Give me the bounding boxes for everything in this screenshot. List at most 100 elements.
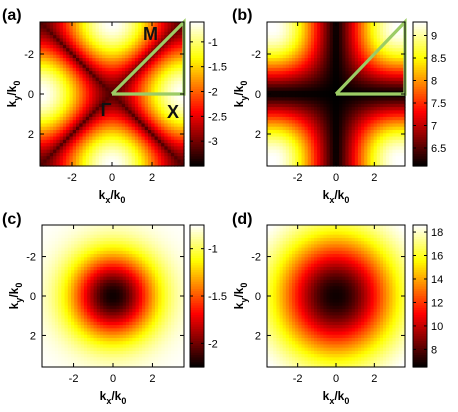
heatmap-cell — [106, 247, 111, 252]
heatmap-cell — [61, 254, 66, 258]
heatmap-cell — [320, 116, 325, 121]
heatmap-cell — [106, 321, 111, 326]
heatmap-cell — [118, 143, 123, 147]
colorbar-tick-label: -1 — [208, 37, 218, 49]
heatmap-cell — [72, 28, 77, 33]
heatmap-cell — [345, 97, 350, 102]
heatmap-cell — [131, 100, 136, 105]
heatmap-cell — [144, 149, 149, 154]
heatmap-cell — [307, 143, 312, 147]
heatmap-cell — [90, 231, 95, 236]
heatmap-cell — [329, 84, 334, 89]
heatmap-cell — [79, 123, 84, 128]
heatmap-cell — [40, 110, 44, 115]
heatmap-cell — [317, 90, 321, 95]
heatmap-cell — [144, 77, 149, 82]
heatmap-cell — [89, 103, 93, 108]
heatmap-cell — [345, 71, 350, 75]
heatmap-cell — [342, 64, 347, 69]
heatmap-cell — [301, 31, 306, 36]
heatmap-cell — [379, 58, 384, 62]
heatmap-cell — [339, 22, 343, 26]
heatmap-cell — [270, 107, 274, 111]
heatmap-cell — [170, 156, 175, 161]
heatmap-cell — [103, 344, 108, 349]
heatmap-cell — [61, 225, 66, 229]
heatmap-cell — [151, 61, 156, 66]
heatmap-cell — [79, 67, 84, 72]
colorbar-step — [190, 53, 204, 57]
heatmap-cell — [76, 162, 80, 167]
heatmap-cell — [398, 54, 403, 59]
heatmap-cell — [386, 133, 390, 138]
heatmap-cell — [85, 54, 90, 59]
heatmap-cell — [301, 97, 306, 102]
heatmap-cell — [307, 94, 312, 98]
heatmap-cell — [121, 103, 126, 108]
heatmap-cell — [386, 80, 390, 85]
heatmap-cell — [103, 360, 108, 365]
heatmap-cell — [115, 35, 120, 39]
heatmap-cell — [45, 302, 50, 307]
heatmap-cell — [92, 136, 97, 141]
heatmap-cell — [332, 123, 337, 128]
heatmap-cell — [45, 260, 50, 265]
heatmap-cell — [351, 152, 356, 157]
heatmap-cell — [85, 41, 90, 46]
heatmap-cell — [379, 156, 384, 161]
heatmap-cell — [61, 273, 66, 278]
heatmap-cell — [307, 152, 312, 157]
heatmap-cell — [56, 48, 61, 53]
heatmap-cell — [161, 100, 165, 105]
heatmap-cell — [148, 126, 152, 131]
heatmap-cell — [332, 58, 337, 62]
heatmap-cell — [401, 159, 406, 164]
heatmap-cell — [144, 67, 149, 72]
heatmap-cell — [351, 35, 356, 39]
heatmap-cell — [108, 149, 113, 154]
heatmap-cell — [323, 94, 328, 98]
heatmap-cell — [72, 80, 77, 85]
heatmap-cell — [58, 247, 62, 252]
heatmap-cell — [304, 136, 309, 141]
heatmap-cell — [61, 312, 66, 316]
heatmap-cell — [273, 133, 278, 138]
heatmap-cell — [82, 97, 87, 102]
heatmap-cell — [354, 25, 359, 30]
heatmap-cell — [67, 331, 72, 336]
heatmap-cell — [105, 152, 110, 157]
heatmap-cell — [43, 58, 48, 62]
heatmap-cell — [373, 77, 378, 82]
heatmap-cell — [339, 133, 343, 138]
heatmap-cell — [304, 94, 309, 98]
heatmap-cell — [164, 113, 169, 118]
heatmap-cell — [167, 130, 172, 134]
heatmap-cell — [351, 97, 356, 102]
heatmap-cell — [167, 123, 172, 128]
heatmap-cell — [154, 123, 159, 128]
heatmap-cell — [157, 126, 162, 131]
heatmap-cell — [401, 97, 406, 102]
heatmap-cell — [389, 100, 394, 105]
heatmap-cell — [144, 143, 149, 147]
heatmap-cell — [348, 61, 353, 66]
heatmap-cell — [157, 54, 162, 59]
heatmap-cell — [53, 120, 57, 125]
heatmap-cell — [345, 139, 350, 144]
heatmap-cell — [170, 74, 175, 79]
heatmap-cell — [401, 113, 406, 118]
heatmap-cell — [273, 44, 278, 49]
heatmap-cell — [323, 103, 328, 108]
heatmap-cell — [357, 28, 362, 33]
heatmap-cell — [383, 51, 387, 56]
heatmap-cell — [273, 22, 278, 26]
heatmap-cell — [98, 25, 103, 30]
heatmap-cell — [395, 139, 400, 144]
heatmap-cell — [67, 334, 72, 339]
heatmap-cell — [292, 94, 296, 98]
heatmap-cell — [118, 58, 123, 62]
heatmap-cell — [307, 35, 312, 39]
heatmap-cell — [96, 328, 101, 333]
heatmap-cell — [106, 299, 111, 304]
heatmap-cell — [329, 74, 334, 79]
